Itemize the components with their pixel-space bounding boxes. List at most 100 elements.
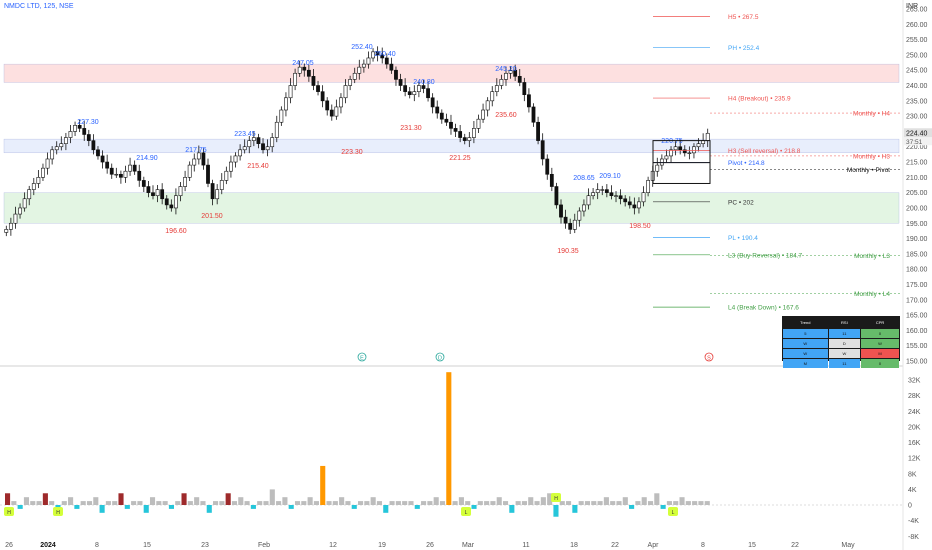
volume-bar bbox=[124, 505, 130, 509]
monthly-label-2: Monthly • Pivot bbox=[847, 167, 890, 174]
candle-body bbox=[238, 149, 242, 157]
price-tick: 160.00 bbox=[906, 328, 928, 335]
volume-bar bbox=[471, 505, 477, 509]
candle-body bbox=[105, 161, 110, 169]
volume-bar bbox=[238, 497, 244, 505]
volume-bar bbox=[181, 493, 187, 505]
swing-high-label: 217.75 bbox=[185, 147, 207, 154]
price-tick: 260.00 bbox=[906, 22, 928, 29]
volume-bar bbox=[80, 501, 86, 505]
price-tick: 255.00 bbox=[906, 37, 928, 44]
event-icon-glyph: S bbox=[707, 356, 711, 362]
table-cell: D bbox=[828, 339, 861, 348]
candle-body bbox=[540, 140, 545, 160]
candle-body bbox=[73, 125, 77, 132]
candle-body bbox=[352, 72, 357, 80]
candle-body bbox=[472, 128, 476, 138]
monthly-label-1: Monthly • H3 bbox=[853, 153, 890, 160]
candle-body bbox=[659, 158, 664, 166]
volume-bar bbox=[490, 501, 496, 505]
candle-body bbox=[284, 97, 288, 111]
volume-bar bbox=[294, 501, 301, 505]
candle-body bbox=[522, 82, 527, 96]
candle-body bbox=[641, 192, 646, 203]
candle-body bbox=[568, 222, 573, 230]
table-row: 5 11 0 bbox=[783, 329, 899, 338]
volume-bar bbox=[231, 501, 238, 505]
candle-body bbox=[178, 186, 183, 197]
candle-body bbox=[63, 137, 68, 144]
price-tick: 220.00 bbox=[906, 144, 928, 151]
candle-body bbox=[100, 155, 105, 163]
volume-bar bbox=[307, 497, 313, 505]
volume-bar bbox=[206, 505, 212, 513]
candle-body bbox=[77, 125, 82, 129]
volume-marker bbox=[53, 507, 63, 516]
candle-body bbox=[316, 85, 320, 92]
candle-body bbox=[8, 222, 13, 230]
volume-bar bbox=[685, 501, 691, 505]
volume-bar bbox=[698, 501, 704, 505]
table-cell: M bbox=[783, 359, 828, 368]
volume-bar bbox=[332, 501, 338, 505]
candle-body bbox=[371, 51, 375, 59]
candle-body bbox=[256, 137, 261, 144]
swing-high-label: 250.40 bbox=[374, 51, 396, 58]
volume-tick: 20K bbox=[908, 424, 921, 431]
time-tick: 22 bbox=[791, 542, 799, 549]
price-tick: 165.00 bbox=[906, 313, 928, 320]
price-tick: 245.00 bbox=[906, 68, 928, 75]
candle-body bbox=[430, 97, 435, 108]
volume-bar bbox=[36, 501, 42, 505]
volume-bar bbox=[553, 505, 559, 517]
candle-body bbox=[128, 164, 132, 172]
candle-body bbox=[229, 161, 233, 172]
candle-body bbox=[279, 109, 284, 123]
volume-bar bbox=[339, 497, 345, 505]
volume-bar bbox=[250, 505, 256, 509]
candle-body bbox=[339, 97, 343, 108]
candle-body bbox=[82, 128, 87, 135]
volume-bar bbox=[364, 501, 370, 505]
swing-high-label: 209.10 bbox=[599, 173, 621, 180]
volume-bar bbox=[162, 501, 168, 505]
volume-bar bbox=[225, 493, 231, 505]
candle-body bbox=[151, 192, 155, 197]
volume-bar bbox=[521, 501, 527, 505]
volume-bar bbox=[137, 501, 143, 505]
candle-body bbox=[646, 180, 651, 193]
time-tick: Mar bbox=[462, 542, 475, 549]
swing-high-label: 214.90 bbox=[136, 155, 158, 162]
monthly-label-0: Monthly • H4 bbox=[853, 111, 890, 118]
candle-body bbox=[160, 189, 165, 200]
candle-body bbox=[444, 118, 449, 123]
candle-body bbox=[380, 54, 385, 59]
candle-body bbox=[549, 173, 554, 187]
volume-bar bbox=[477, 501, 483, 505]
table-cell: 0 bbox=[861, 329, 899, 338]
volume-marker bbox=[461, 507, 471, 516]
zone-0 bbox=[3, 63, 900, 83]
candle-body bbox=[119, 173, 123, 178]
time-tick: Feb bbox=[258, 542, 270, 549]
candle-body bbox=[508, 69, 513, 74]
candle-body bbox=[572, 219, 577, 230]
volume-bar bbox=[345, 501, 351, 505]
level-label-5: PC • 202 bbox=[728, 199, 754, 206]
price-tick: 180.00 bbox=[906, 267, 928, 274]
volume-bar bbox=[578, 501, 584, 505]
table-cell: W bbox=[861, 339, 899, 348]
candle-body bbox=[366, 57, 371, 65]
volume-bar bbox=[591, 501, 597, 505]
volume-bar bbox=[427, 501, 433, 505]
candle-body bbox=[449, 121, 453, 129]
candle-body bbox=[68, 131, 73, 138]
candle-body bbox=[219, 180, 224, 190]
candles bbox=[4, 46, 710, 237]
candle-body bbox=[164, 198, 169, 206]
swing-high-label: 223.45 bbox=[234, 131, 256, 138]
candle-body bbox=[458, 131, 463, 138]
candle-body bbox=[582, 204, 586, 212]
volume-bar bbox=[68, 497, 74, 505]
